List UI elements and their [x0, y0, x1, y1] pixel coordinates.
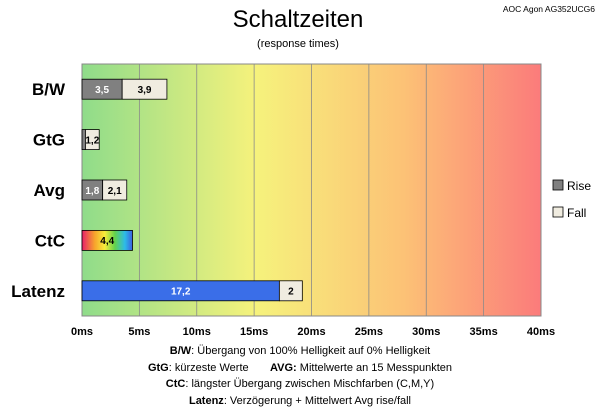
monitor-model-label: AOC Agon AG352UCG6	[503, 4, 595, 14]
note-latenz-text: : Verzögerung + Mittelwert Avg rise/fall	[223, 394, 412, 407]
category-label: Latenz	[11, 282, 65, 301]
data-label: 1,8	[85, 186, 99, 197]
bar-segment	[278, 280, 303, 302]
x-tick-label: 40ms	[527, 326, 555, 338]
data-label: 2	[288, 287, 294, 298]
x-tick-label: 35ms	[470, 326, 498, 338]
chart-notes: B/W: Übergang von 100% Helligkeit auf 0%…	[0, 343, 600, 409]
note-bw: B/W: Übergang von 100% Helligkeit auf 0%…	[0, 343, 600, 360]
data-label: 17,2	[171, 287, 191, 298]
gridlines	[138, 64, 485, 316]
note-gtg-text: : kürzeste Werte	[168, 361, 249, 374]
x-tick-label: 10ms	[183, 326, 211, 338]
category-label: Avg	[34, 181, 66, 200]
category-label: B/W	[32, 80, 66, 99]
legend-rise-swatch	[552, 179, 564, 191]
note-avg-text: Mittelwerte an 15 Messpunkten	[296, 361, 453, 374]
x-tick-labels: 0ms 5ms 10ms 15ms 20ms 25ms 30ms 35ms 40ms	[71, 326, 555, 338]
data-label: 3,5	[95, 85, 109, 96]
x-tick-label: 25ms	[355, 326, 383, 338]
bar-segment	[121, 78, 168, 100]
category-label: CtC	[35, 231, 65, 250]
bar-segment	[85, 129, 100, 151]
note-latenz-key: Latenz	[188, 394, 224, 407]
legend-rise-label: Rise	[567, 179, 591, 193]
bar-segment	[81, 229, 133, 251]
note-latenz: Latenz: Verzögerung + Mittelwert Avg ris…	[0, 393, 600, 410]
note-gtg-avg: GtG: kürzeste Werte AVG: Mittelwerte an …	[0, 360, 600, 377]
legend-fall-swatch	[552, 206, 564, 218]
chart-subtitle: (response times)	[257, 38, 339, 50]
x-tick-label: 20ms	[297, 326, 325, 338]
bar-segment	[102, 179, 128, 201]
note-ctc-text: : längster Übergang zwischen Mischfarben…	[185, 378, 435, 390]
x-tick-label: 30ms	[412, 326, 440, 338]
data-label: 4,4	[100, 236, 114, 247]
x-tick-label: 0ms	[71, 326, 93, 338]
note-bw-key: B/W	[169, 345, 192, 357]
category-labels: B/W GtG Avg CtC Latenz	[11, 80, 66, 301]
note-bw-text: : Übergang von 100% Helligkeit auf 0% He…	[191, 345, 431, 357]
legend: Rise Fall	[552, 179, 591, 220]
note-ctc: CtC: längster Übergang zwischen Mischfar…	[0, 376, 600, 393]
x-tick-label: 5ms	[128, 326, 150, 338]
bars: 3,5 3,9 1,2 1,8 2,1 4,4 17,2 2	[81, 78, 303, 302]
chart-title: Schaltzeiten	[233, 6, 364, 33]
category-label: GtG	[33, 131, 65, 150]
data-label: 3,9	[138, 85, 152, 96]
note-gtg-key: GtG	[147, 361, 169, 374]
data-label: 1,2	[85, 135, 99, 146]
note-ctc-key: CtC	[165, 378, 186, 390]
legend-fall-label: Fall	[567, 206, 586, 220]
note-avg-key: AVG:	[270, 361, 297, 374]
data-label: 2,1	[108, 186, 122, 197]
x-tick-label: 15ms	[240, 326, 268, 338]
